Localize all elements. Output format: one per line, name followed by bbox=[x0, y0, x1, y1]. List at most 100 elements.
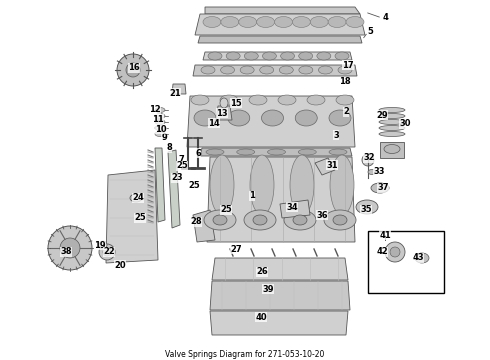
Text: 10: 10 bbox=[155, 125, 167, 134]
Ellipse shape bbox=[262, 110, 284, 126]
Ellipse shape bbox=[379, 131, 405, 136]
Ellipse shape bbox=[317, 52, 331, 60]
Ellipse shape bbox=[220, 98, 228, 108]
Text: 20: 20 bbox=[114, 261, 126, 270]
Ellipse shape bbox=[204, 210, 236, 230]
Text: 8: 8 bbox=[166, 144, 172, 153]
Text: 22: 22 bbox=[103, 248, 115, 256]
Polygon shape bbox=[195, 14, 365, 35]
Ellipse shape bbox=[260, 66, 274, 74]
Text: 38: 38 bbox=[60, 248, 72, 256]
Circle shape bbox=[117, 54, 149, 86]
Text: 40: 40 bbox=[255, 312, 267, 321]
Text: 9: 9 bbox=[161, 134, 167, 143]
Ellipse shape bbox=[328, 17, 346, 27]
Ellipse shape bbox=[368, 170, 376, 175]
Text: 15: 15 bbox=[230, 99, 242, 108]
Text: 42: 42 bbox=[376, 248, 388, 256]
Circle shape bbox=[103, 248, 111, 256]
Ellipse shape bbox=[307, 95, 325, 105]
Ellipse shape bbox=[338, 66, 352, 74]
Circle shape bbox=[362, 154, 374, 166]
Text: 16: 16 bbox=[128, 63, 140, 72]
Ellipse shape bbox=[263, 52, 276, 60]
Ellipse shape bbox=[324, 210, 356, 230]
Ellipse shape bbox=[240, 66, 254, 74]
Polygon shape bbox=[205, 7, 360, 14]
Text: 26: 26 bbox=[256, 267, 268, 276]
Text: 23: 23 bbox=[171, 174, 183, 183]
Bar bbox=[368, 231, 444, 293]
Polygon shape bbox=[198, 36, 362, 43]
Ellipse shape bbox=[329, 149, 347, 155]
Text: 5: 5 bbox=[367, 27, 373, 36]
Ellipse shape bbox=[310, 17, 328, 27]
Ellipse shape bbox=[203, 17, 221, 27]
Ellipse shape bbox=[299, 66, 313, 74]
Ellipse shape bbox=[299, 52, 313, 60]
Text: 3: 3 bbox=[333, 130, 339, 139]
Text: 29: 29 bbox=[376, 111, 388, 120]
Ellipse shape bbox=[249, 95, 267, 105]
Polygon shape bbox=[315, 158, 335, 175]
Circle shape bbox=[99, 244, 115, 260]
Ellipse shape bbox=[379, 120, 405, 125]
Polygon shape bbox=[210, 281, 350, 310]
Circle shape bbox=[385, 242, 405, 262]
Polygon shape bbox=[203, 52, 352, 60]
Ellipse shape bbox=[379, 108, 405, 112]
Ellipse shape bbox=[268, 149, 286, 155]
Ellipse shape bbox=[293, 17, 310, 27]
Ellipse shape bbox=[257, 17, 274, 27]
Ellipse shape bbox=[245, 52, 258, 60]
Text: 25: 25 bbox=[188, 180, 200, 189]
Circle shape bbox=[99, 241, 107, 249]
Text: 11: 11 bbox=[152, 114, 164, 123]
Ellipse shape bbox=[213, 215, 227, 225]
Ellipse shape bbox=[228, 110, 250, 126]
Text: 25: 25 bbox=[134, 213, 146, 222]
Ellipse shape bbox=[278, 95, 296, 105]
Ellipse shape bbox=[237, 149, 255, 155]
Text: 24: 24 bbox=[132, 194, 144, 202]
Circle shape bbox=[390, 247, 400, 257]
Ellipse shape bbox=[293, 215, 307, 225]
Polygon shape bbox=[187, 96, 355, 147]
Text: 19: 19 bbox=[94, 240, 106, 249]
Polygon shape bbox=[212, 258, 348, 280]
Ellipse shape bbox=[155, 120, 165, 125]
Text: 1: 1 bbox=[249, 192, 255, 201]
Polygon shape bbox=[172, 84, 186, 94]
Ellipse shape bbox=[298, 149, 316, 155]
Text: 39: 39 bbox=[262, 284, 274, 293]
Polygon shape bbox=[216, 106, 232, 120]
Ellipse shape bbox=[318, 66, 332, 74]
Ellipse shape bbox=[274, 17, 293, 27]
Text: 2: 2 bbox=[343, 108, 349, 117]
Ellipse shape bbox=[208, 52, 222, 60]
Ellipse shape bbox=[284, 210, 316, 230]
Ellipse shape bbox=[201, 66, 215, 74]
Polygon shape bbox=[193, 65, 357, 76]
Ellipse shape bbox=[206, 149, 224, 155]
Ellipse shape bbox=[130, 194, 142, 202]
Text: 34: 34 bbox=[286, 202, 298, 211]
Ellipse shape bbox=[226, 52, 240, 60]
Ellipse shape bbox=[281, 52, 294, 60]
Ellipse shape bbox=[379, 126, 405, 130]
Text: 6: 6 bbox=[195, 148, 201, 158]
Ellipse shape bbox=[155, 113, 165, 118]
Text: 12: 12 bbox=[149, 105, 161, 114]
Ellipse shape bbox=[371, 183, 389, 193]
Text: 36: 36 bbox=[316, 211, 328, 220]
Ellipse shape bbox=[290, 155, 314, 215]
Text: 43: 43 bbox=[412, 253, 424, 262]
Text: 14: 14 bbox=[208, 118, 220, 127]
Text: 31: 31 bbox=[326, 161, 338, 170]
Text: 13: 13 bbox=[216, 108, 228, 117]
Polygon shape bbox=[155, 148, 165, 222]
Ellipse shape bbox=[329, 110, 351, 126]
Text: 25: 25 bbox=[176, 162, 188, 171]
FancyBboxPatch shape bbox=[380, 142, 404, 158]
Ellipse shape bbox=[379, 113, 405, 118]
